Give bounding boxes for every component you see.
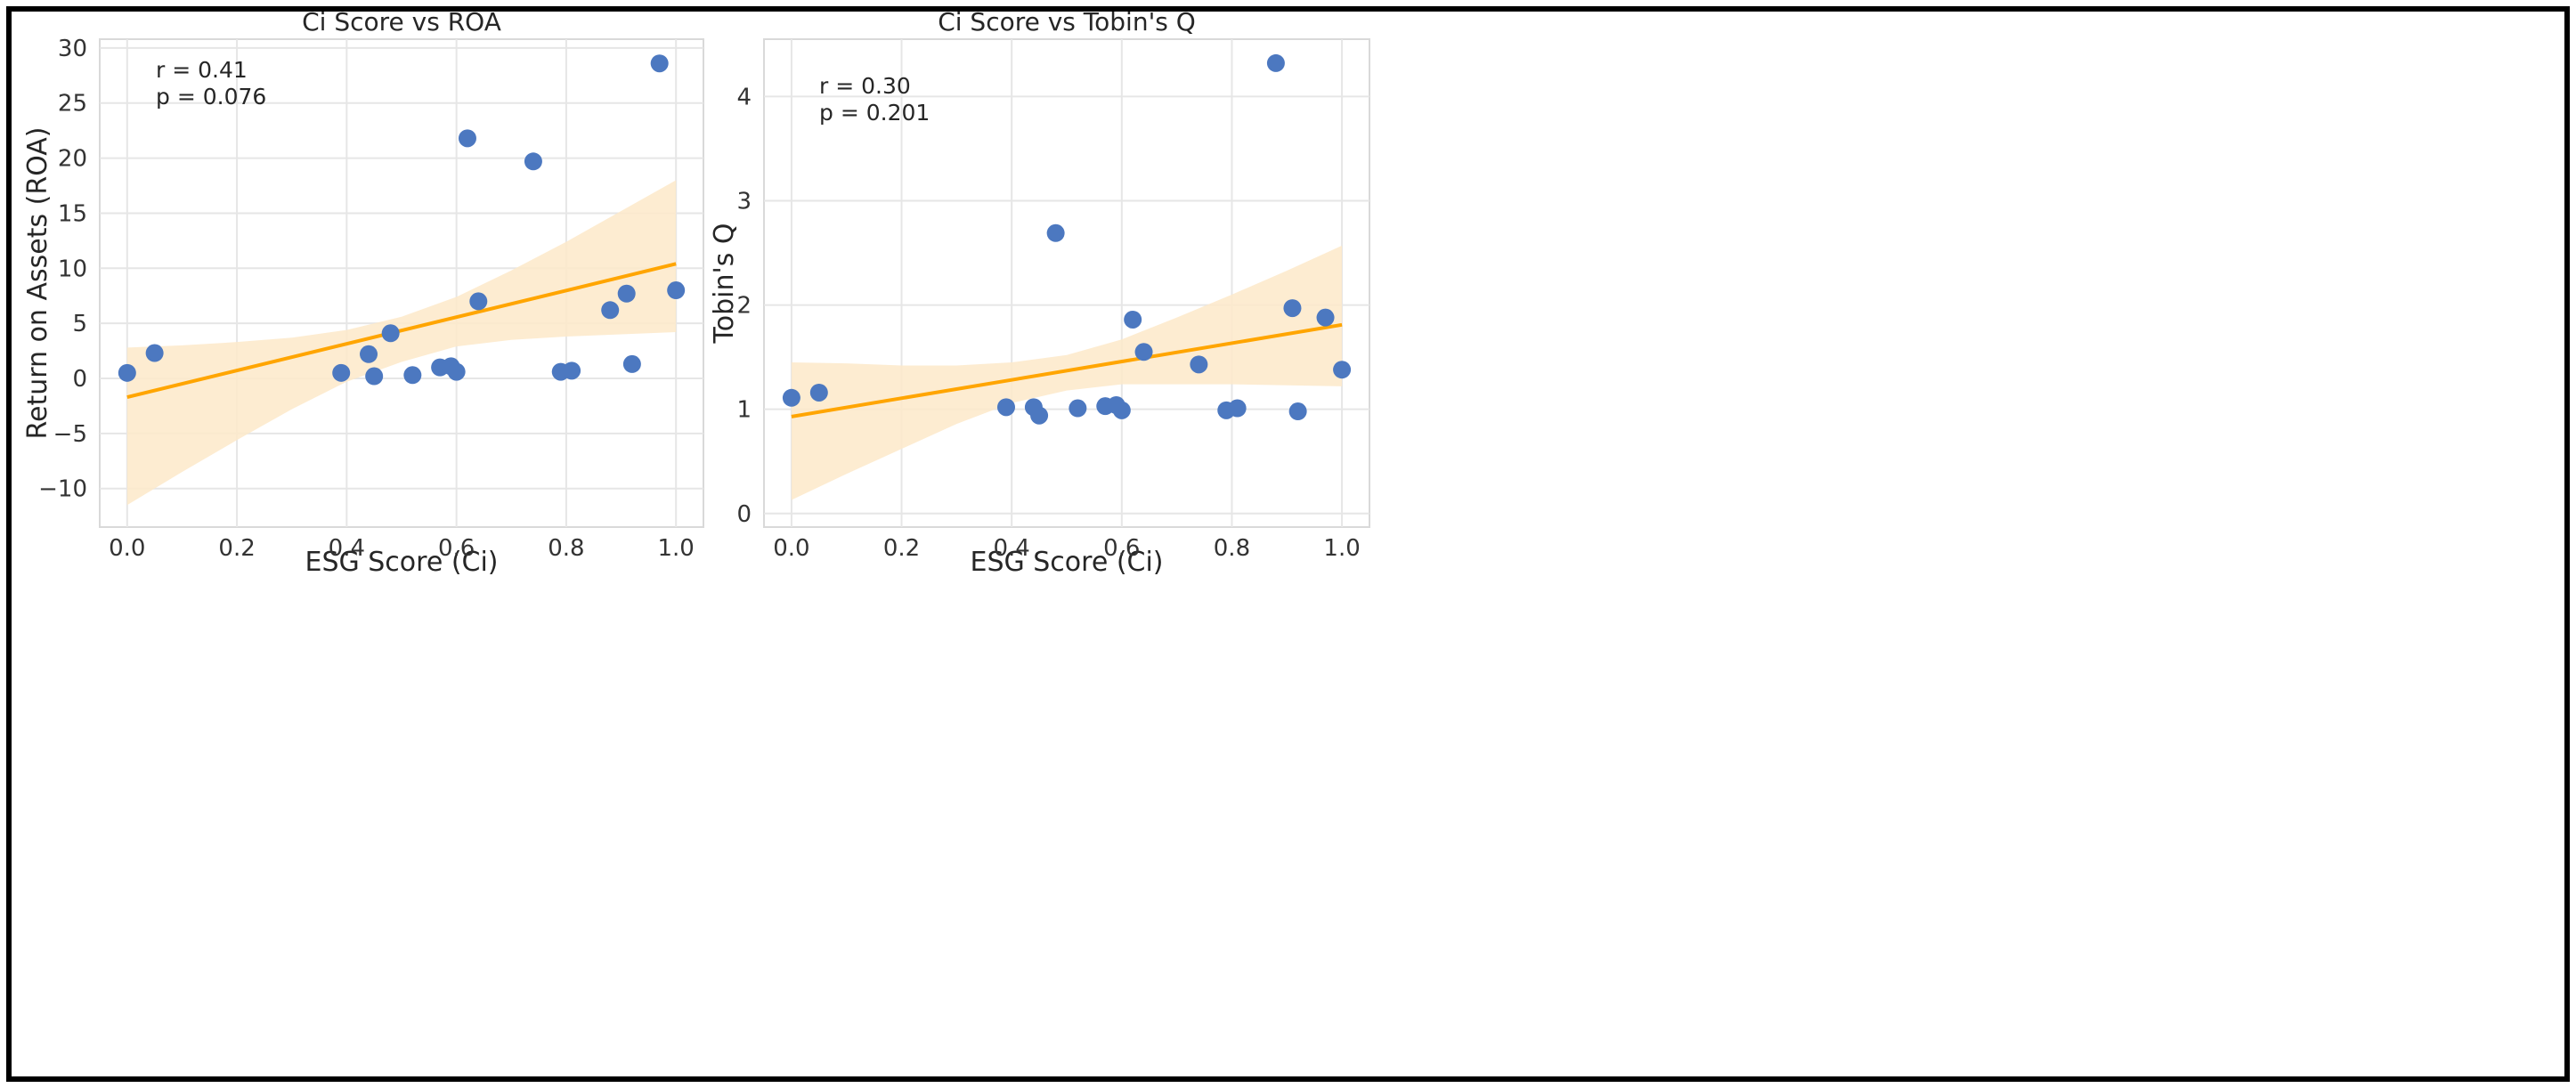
- correlation-p: p = 0.201: [819, 100, 930, 126]
- data-point: [469, 292, 488, 311]
- y-axis-label: Return on Assets (ROA): [22, 126, 53, 439]
- data-point: [1288, 402, 1307, 421]
- data-point: [118, 363, 136, 382]
- x-tick-label: 0.6: [438, 535, 475, 562]
- data-point: [1283, 299, 1302, 318]
- y-tick-label: 20: [58, 146, 87, 173]
- y-axis-label: Tobin's Q: [709, 223, 740, 345]
- x-tick-label: 0.0: [773, 535, 809, 562]
- data-point: [622, 354, 641, 373]
- chart-title: Ci Score vs ROA: [302, 7, 501, 37]
- x-tick-label: 0.2: [883, 535, 920, 562]
- data-point: [1228, 399, 1247, 418]
- x-tick-label: 0.6: [1103, 535, 1140, 562]
- x-tick-label: 1.0: [1323, 535, 1360, 562]
- y-tick-label: 3: [736, 188, 752, 215]
- data-point: [524, 152, 542, 171]
- data-point: [650, 54, 669, 73]
- data-point: [667, 281, 686, 300]
- chart-roa: Ci Score vs ROA ESG Score (Ci) Return on…: [22, 7, 704, 578]
- x-tick-label: 0.4: [329, 535, 365, 562]
- y-tick-label: 5: [72, 311, 87, 337]
- x-tick-label: 0.4: [994, 535, 1030, 562]
- plot-area: [763, 38, 1370, 528]
- y-tick-label: 10: [58, 256, 87, 282]
- data-point: [617, 284, 636, 303]
- data-point: [365, 367, 384, 386]
- data-point: [997, 398, 1015, 417]
- data-point: [1316, 308, 1335, 327]
- regression-line: [791, 322, 1343, 418]
- correlation-r: r = 0.30: [819, 73, 911, 99]
- data-point: [782, 388, 800, 407]
- chart-tobins-q: Ci Score vs Tobin's Q ESG Score (Ci) Tob…: [709, 7, 1370, 578]
- data-point: [332, 363, 351, 382]
- y-tick-label: −5: [53, 421, 87, 448]
- data-point: [403, 366, 422, 385]
- confidence-band: [791, 245, 1343, 500]
- x-tick-label: 0.8: [548, 535, 584, 562]
- data-point: [447, 362, 466, 381]
- data-point: [1134, 343, 1153, 361]
- x-axis-label: ESG Score (Ci): [970, 547, 1163, 578]
- data-point: [1069, 399, 1087, 418]
- data-point: [1333, 361, 1352, 379]
- data-point: [1124, 310, 1142, 329]
- data-point: [601, 301, 620, 320]
- data-point: [1030, 406, 1049, 425]
- data-point: [381, 324, 400, 343]
- chart-title: Ci Score vs Tobin's Q: [938, 7, 1196, 37]
- y-tick-label: 30: [58, 36, 87, 62]
- data-point: [458, 129, 476, 148]
- x-tick-label: 1.0: [658, 535, 695, 562]
- y-tick-label: −10: [38, 476, 87, 503]
- y-tick-label: 0: [736, 501, 752, 528]
- data-point: [1266, 53, 1285, 72]
- x-tick-label: 0.8: [1214, 535, 1250, 562]
- data-point: [809, 383, 828, 402]
- correlation-r: r = 0.41: [156, 57, 248, 83]
- plot-area: [99, 38, 704, 528]
- data-point: [145, 344, 164, 362]
- regression-line: [126, 262, 677, 399]
- data-point: [563, 361, 581, 380]
- correlation-p: p = 0.076: [156, 84, 266, 110]
- data-point: [1190, 355, 1208, 374]
- y-tick-label: 4: [736, 84, 752, 110]
- y-tick-label: 2: [736, 293, 752, 320]
- confidence-band: [126, 180, 677, 506]
- data-point: [360, 345, 378, 363]
- x-axis-label: ESG Score (Ci): [305, 547, 498, 578]
- x-tick-label: 0.0: [109, 535, 145, 562]
- data-point: [1046, 223, 1065, 242]
- data-point: [1112, 401, 1131, 419]
- y-tick-label: 0: [72, 366, 87, 393]
- y-tick-label: 15: [58, 200, 87, 227]
- y-tick-label: 25: [58, 91, 87, 118]
- y-tick-label: 1: [736, 397, 752, 424]
- x-tick-label: 0.2: [218, 535, 255, 562]
